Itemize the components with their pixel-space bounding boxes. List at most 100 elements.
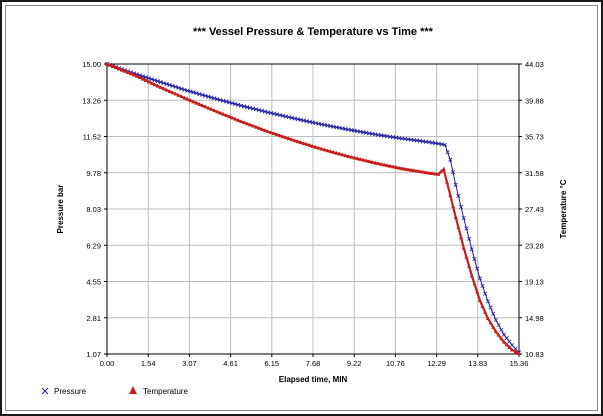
y-left-tick-label: 15.00 xyxy=(82,60,101,69)
data-point xyxy=(295,139,300,144)
data-point xyxy=(472,281,477,286)
data-point xyxy=(283,114,288,119)
data-point xyxy=(179,94,184,99)
data-point xyxy=(185,88,190,93)
data-point xyxy=(477,297,482,302)
data-point xyxy=(212,96,217,101)
data-point xyxy=(397,165,402,170)
data-point xyxy=(485,316,490,321)
data-point xyxy=(307,119,312,124)
data-point xyxy=(253,107,259,112)
data-point xyxy=(247,105,253,110)
data-point xyxy=(188,89,193,94)
data-point xyxy=(337,151,342,156)
data-point xyxy=(173,84,178,89)
data-point xyxy=(430,140,435,145)
data-point xyxy=(146,76,151,81)
data-point xyxy=(119,67,124,72)
x-tick-label: 12.29 xyxy=(427,359,446,368)
data-point xyxy=(203,104,208,109)
y-right-tick-label: 31.58 xyxy=(525,169,544,178)
x-tick-label: 10.76 xyxy=(386,359,405,368)
y-left-tick-label: 1.07 xyxy=(86,350,101,359)
chart-title: *** Vessel Pressure & Temperature vs Tim… xyxy=(193,26,434,38)
data-point xyxy=(367,159,372,164)
y-left-tick-label: 6.29 xyxy=(86,241,101,250)
data-point xyxy=(146,79,151,84)
data-point xyxy=(472,256,477,262)
data-point xyxy=(453,182,458,187)
data-point xyxy=(445,150,450,155)
legend-pressure-label: Pressure xyxy=(54,387,87,396)
data-point xyxy=(292,138,297,143)
data-point xyxy=(280,113,285,118)
data-point xyxy=(274,112,279,117)
data-point xyxy=(436,172,441,176)
data-point xyxy=(259,127,264,131)
data-point xyxy=(480,304,485,308)
data-point xyxy=(439,142,444,147)
data-point xyxy=(286,136,291,141)
data-point xyxy=(197,91,202,97)
series-line xyxy=(106,63,520,353)
data-point xyxy=(176,85,181,90)
data-point xyxy=(301,118,306,123)
data-point xyxy=(507,345,512,349)
data-point xyxy=(477,276,482,281)
data-point xyxy=(361,157,366,162)
data-point xyxy=(242,120,247,125)
data-point xyxy=(433,171,438,176)
data-point xyxy=(499,336,504,341)
data-point xyxy=(458,204,464,210)
data-point xyxy=(262,109,268,114)
y-left-tick-label: 11.52 xyxy=(83,133,101,142)
data-point xyxy=(379,162,384,166)
data-point xyxy=(483,291,488,296)
data-point xyxy=(122,68,127,73)
data-point xyxy=(448,157,453,162)
data-point xyxy=(488,320,493,325)
data-point xyxy=(513,349,518,354)
data-point xyxy=(373,160,378,165)
data-point xyxy=(507,339,512,344)
data-point xyxy=(155,79,160,84)
data-point xyxy=(316,121,321,126)
data-point xyxy=(224,113,229,118)
data-point xyxy=(259,108,265,113)
data-point xyxy=(271,111,276,116)
data-point xyxy=(385,163,390,168)
x-tick-label: 13.83 xyxy=(468,359,487,368)
data-point xyxy=(167,82,172,88)
data-point xyxy=(313,120,318,126)
y-left-tick-label: 9.78 xyxy=(86,169,101,178)
data-point xyxy=(221,98,226,103)
data-point xyxy=(504,342,509,347)
data-point xyxy=(161,86,166,91)
data-point xyxy=(140,76,145,81)
series-temperature xyxy=(105,61,521,355)
data-point xyxy=(224,99,229,104)
data-point xyxy=(250,106,256,111)
data-point xyxy=(277,112,282,118)
series-layer xyxy=(104,61,522,355)
data-point xyxy=(464,254,469,259)
x-axis-label: Elapsed time, MIN xyxy=(279,375,348,384)
data-point xyxy=(370,160,375,164)
data-point xyxy=(179,86,184,91)
data-point xyxy=(143,75,148,80)
data-point xyxy=(289,115,294,120)
data-point xyxy=(230,101,235,106)
data-point xyxy=(456,193,461,198)
y-right-tick-label: 10.83 xyxy=(525,350,544,359)
y-right-tick-label: 39.88 xyxy=(525,96,544,105)
data-point xyxy=(173,91,178,96)
data-point xyxy=(504,336,509,341)
y-right-axis-label: Temperature °C xyxy=(559,179,568,238)
data-point xyxy=(251,123,256,128)
x-tick-label: 0.00 xyxy=(100,359,115,368)
y-right-tick-label: 19.13 xyxy=(525,278,544,287)
data-point xyxy=(364,158,369,163)
data-point xyxy=(420,169,425,174)
data-point xyxy=(346,154,351,159)
